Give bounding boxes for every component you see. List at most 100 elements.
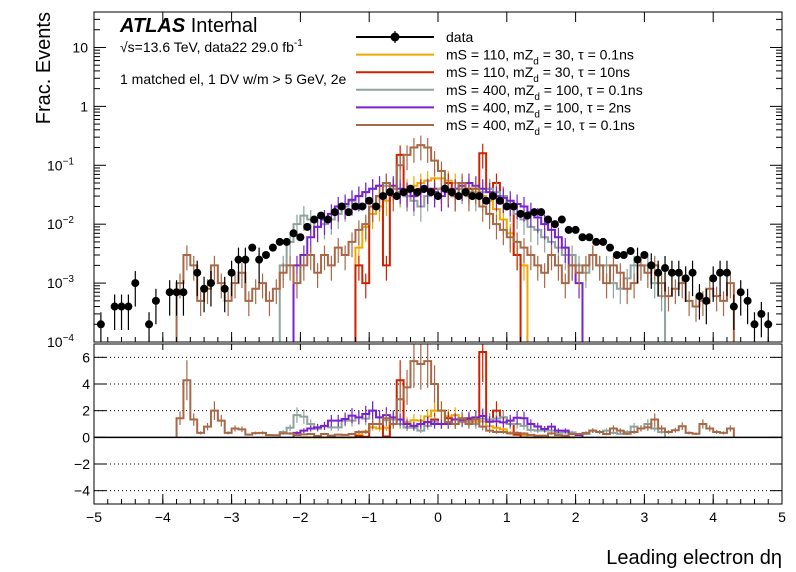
data-point	[365, 196, 374, 205]
x-tick-label: 3	[641, 509, 649, 525]
data-point	[461, 188, 470, 197]
energy-lumi-text: √s=13.6 TeV, data22 29.0 fb	[120, 39, 294, 55]
x-tick-label: −4	[155, 509, 171, 525]
data-point	[489, 192, 498, 201]
data-point	[406, 184, 415, 193]
data-point	[268, 243, 277, 252]
data-point	[702, 296, 711, 305]
x-tick-label: −1	[361, 509, 377, 525]
y-tick-label: 10−4	[47, 333, 74, 350]
ratio-y-tick-label: 4	[82, 376, 90, 392]
data-point	[96, 320, 105, 329]
data-point	[317, 211, 326, 220]
data-point	[117, 302, 126, 311]
data-point	[544, 215, 553, 224]
data-point	[468, 192, 477, 201]
upper-panel-frame	[93, 11, 783, 343]
data-point	[709, 274, 718, 283]
data-point	[378, 192, 387, 201]
legend-label: mS = 110, mZd = 30, τ = 0.1ns	[446, 47, 634, 68]
series-3-ratio	[292, 401, 584, 438]
data-point	[681, 274, 690, 283]
y-tick-label: 10−2	[47, 215, 74, 232]
legend-entry: data	[356, 29, 473, 45]
data-point	[193, 268, 202, 277]
data-point	[523, 211, 532, 220]
x-tick-label: −3	[224, 509, 240, 525]
legend-label: mS = 400, mZd = 100, τ = 0.1ns	[446, 82, 643, 103]
data-point	[227, 268, 236, 277]
histogram-step	[354, 152, 522, 342]
data-point	[550, 220, 559, 229]
data-point	[200, 284, 209, 293]
legend-label: mS = 400, mZd = 100, τ = 2ns	[446, 99, 631, 120]
data-point	[234, 255, 243, 264]
data-point	[131, 279, 140, 288]
y-tick-label: 10−1	[47, 156, 74, 173]
data-point	[179, 288, 188, 297]
data-point	[626, 247, 635, 256]
series-data-points	[96, 184, 773, 342]
data-point	[358, 202, 367, 211]
data-point	[722, 268, 731, 277]
data-point	[262, 250, 270, 259]
data-point	[688, 268, 697, 277]
data-point	[151, 296, 160, 305]
legend-entry: mS = 110, mZd = 30, τ = 0.1ns	[356, 47, 634, 68]
data-point	[736, 288, 745, 297]
data-point	[392, 192, 401, 201]
data-point	[585, 233, 594, 242]
data-point	[145, 320, 154, 329]
data-point	[729, 302, 738, 311]
data-point	[599, 237, 608, 246]
ratio-step	[175, 360, 735, 438]
data-point	[475, 192, 484, 201]
data-point	[612, 250, 621, 259]
data-point	[323, 215, 332, 224]
data-point	[606, 243, 614, 252]
legend-label: mS = 400, mZd = 10, τ = 0.1ns	[446, 117, 635, 138]
data-point	[454, 192, 463, 201]
ratio-y-tick-label: −4	[74, 483, 90, 499]
data-point	[310, 215, 319, 224]
data-point	[124, 302, 133, 311]
upper-panel: 10 1 10−1 10−2 10−3 10−4	[47, 11, 783, 350]
data-point	[447, 188, 456, 197]
data-point	[564, 225, 573, 234]
atlas-label: ATLAS Internal √s=13.6 TeV, data22 29.0 …	[119, 15, 347, 87]
data-point	[275, 237, 284, 246]
data-point	[165, 288, 174, 297]
data-point	[206, 279, 215, 288]
ratio-y-tick-label: 2	[82, 403, 90, 419]
y-tick-label: 10−3	[47, 274, 74, 291]
atlas-label-bold: ATLAS	[119, 15, 186, 37]
data-point	[255, 255, 264, 264]
data-point	[750, 320, 759, 329]
x-tick-label: 1	[503, 509, 511, 525]
data-point	[716, 268, 725, 277]
x-tick-label: 4	[709, 509, 717, 525]
x-tick-label: −5	[86, 509, 102, 525]
data-point	[399, 188, 408, 197]
data-point	[674, 268, 683, 277]
data-point	[330, 208, 339, 217]
data-point	[502, 202, 511, 211]
y-tick-label: 1	[80, 98, 88, 114]
data-point	[592, 237, 601, 246]
data-point	[757, 309, 766, 318]
data-point	[351, 202, 360, 211]
legend-entry: mS = 400, mZd = 10, τ = 0.1ns	[356, 117, 635, 138]
legend-entry: mS = 400, mZd = 100, τ = 2ns	[356, 99, 631, 120]
data-point	[619, 250, 628, 259]
ratio-y-tick-label: 6	[82, 349, 90, 365]
data-point	[303, 222, 312, 231]
data-point	[661, 264, 670, 273]
data-point	[440, 184, 449, 193]
data-point	[557, 215, 566, 224]
data-point	[220, 284, 229, 293]
data-point	[495, 196, 504, 205]
legend-label: mS = 110, mZd = 30, τ = 10ns	[446, 64, 630, 85]
series-4-ratio	[175, 344, 735, 438]
ratio-y-tick-label: 0	[82, 429, 90, 445]
data-point	[289, 229, 298, 238]
